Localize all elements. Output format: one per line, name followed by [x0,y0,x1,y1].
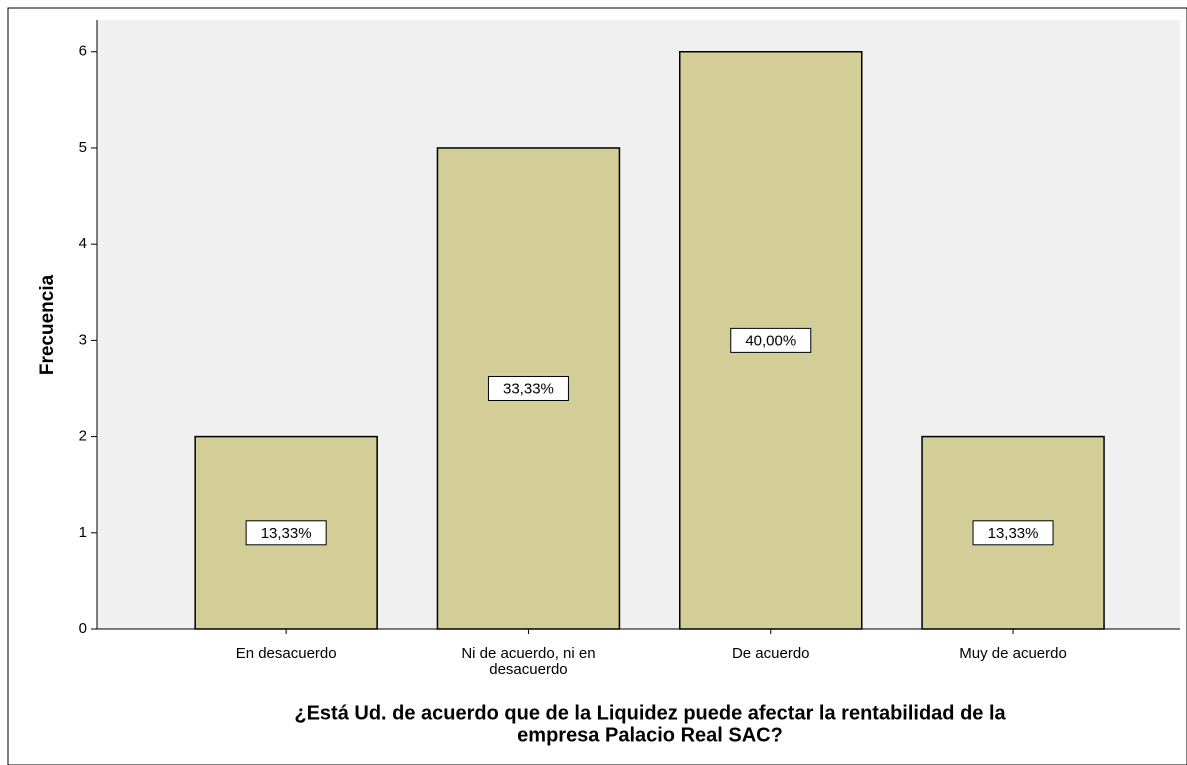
percentage-label-box [972,520,1054,546]
y-tick-label: 1 [79,524,87,541]
y-axis-title: Frecuencia [37,274,58,375]
x-tick-label: Ni de acuerdo, ni en desacuerdo [461,645,595,678]
percentage-label-box [487,375,569,401]
y-tick-label: 2 [79,428,87,445]
y-tick-label: 0 [79,620,87,637]
y-tick-label: 6 [79,43,87,60]
y-tick-label: 5 [79,139,87,156]
x-axis-title: ¿Está Ud. de acuerdo que de la Liquidez … [294,702,1006,724]
x-tick-label: En desacuerdo [236,645,337,662]
percentage-label: 33,33% [503,380,554,397]
y-tick-label: 4 [79,235,87,252]
percentage-label: 13,33% [261,525,312,542]
percentage-label-box [245,520,327,546]
percentage-label: 40,00% [745,332,796,349]
x-tick-label: De acuerdo [732,645,810,662]
percentage-label: 13,33% [988,525,1039,542]
x-tick-label: Muy de acuerdo [959,645,1067,662]
x-axis-title: empresa Palacio Real SAC? [517,724,783,746]
y-tick-label: 3 [79,331,87,348]
percentage-label-box [730,327,812,353]
